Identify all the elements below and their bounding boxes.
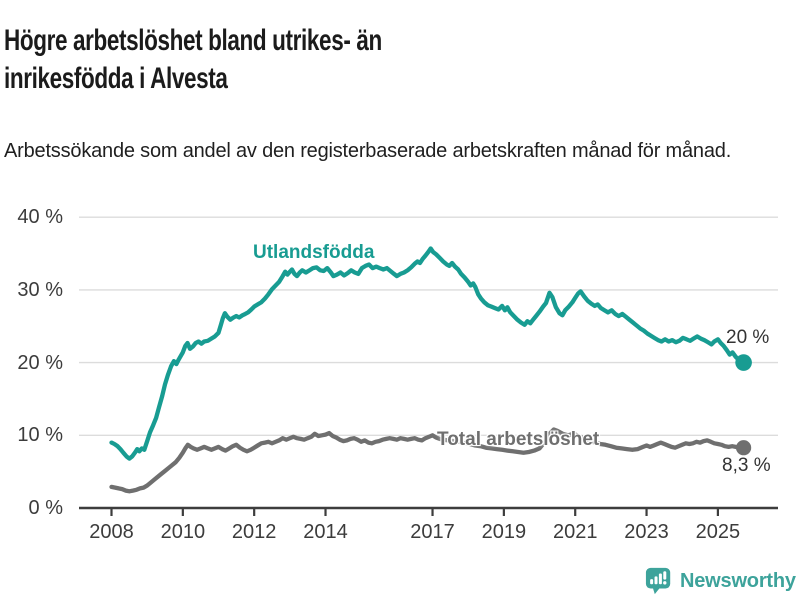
series-line [109,246,746,461]
x-axis-tick-label: 2010 [160,521,206,543]
y-axis-tick-label: 0 % [28,497,63,519]
page-subtitle: Arbetssökande som andel av den registerb… [4,140,732,162]
x-axis-tick-label: 2019 [481,521,527,543]
bar-chart-speech-bubble-icon [645,567,671,595]
x-axis-tick-label: 2021 [552,521,598,543]
y-axis-tick-label: 10 % [17,424,63,447]
x-axis-tick-label: 2008 [89,521,134,543]
series-label-total-arbetsloshet: Total arbetslöshet [437,429,600,450]
series-end-dot [735,354,752,371]
y-axis-tick-label: 30 % [17,278,63,301]
end-value-label-total: 8,3 % [722,455,771,476]
brand-name: Newsworthy [680,569,796,592]
x-axis-tick-label: 2014 [303,521,348,543]
x-axis-tick-label: 2025 [695,521,741,543]
end-value-label-utlandsfodda: 20 % [726,327,770,348]
y-axis-tick-label: 20 % [17,351,63,374]
series-line [109,427,746,494]
series-label-utlandsfodda: Utlandsfödda [253,242,375,263]
y-axis-tick-label: 40 % [17,206,63,229]
x-axis-tick-label: 2017 [410,521,455,543]
x-axis-tick-label: 2023 [624,521,669,543]
x-axis-tick-label: 2012 [231,521,277,543]
series-end-dot [736,440,752,456]
brand-footer: Newsworthy [645,565,796,597]
page-title: Högre arbetslöshet bland utrikes- än inr… [4,24,382,96]
